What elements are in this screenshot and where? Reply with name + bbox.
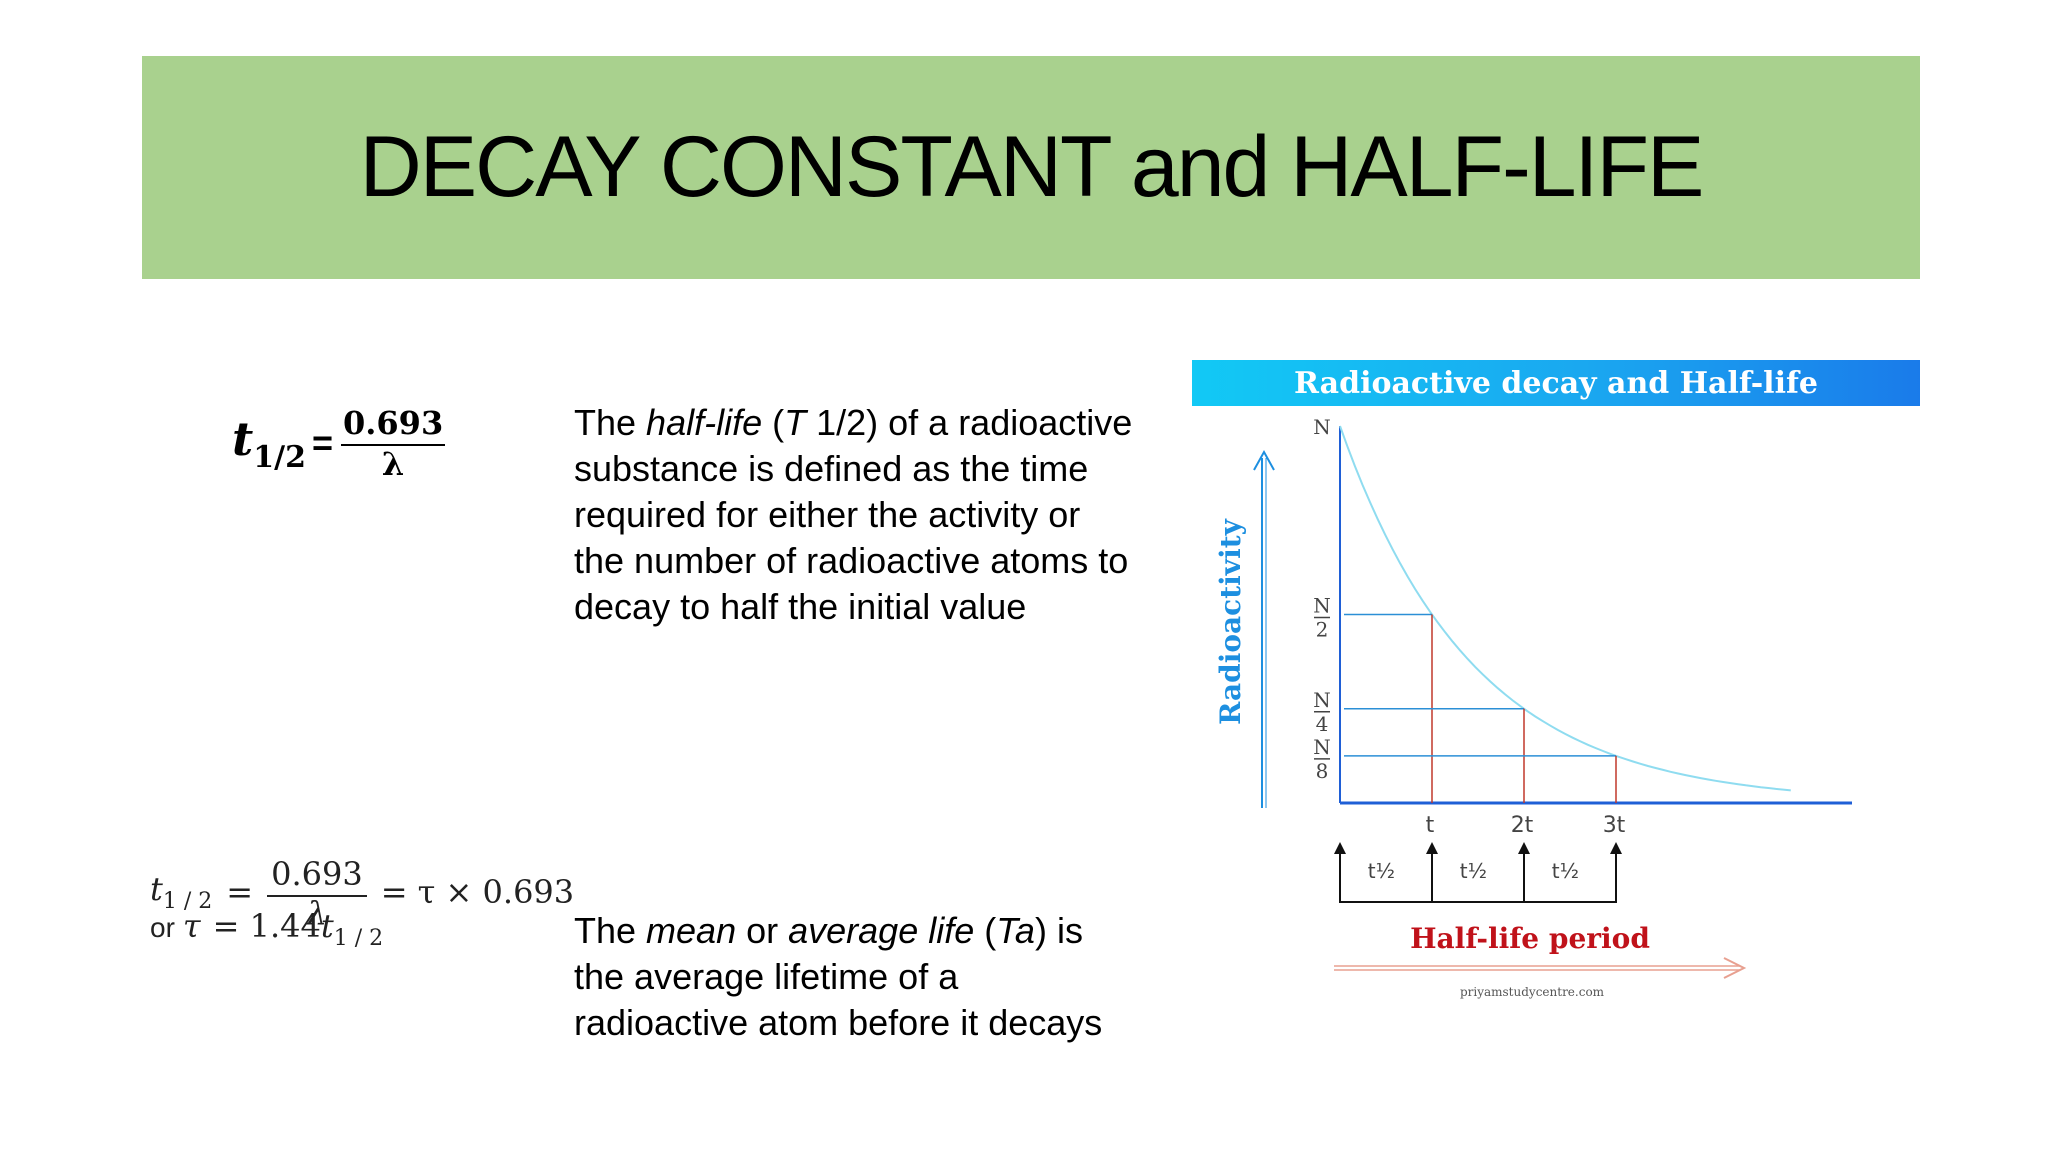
half-life-definition: The half-life (T 1/2) of a radioactive s… — [574, 402, 1133, 627]
formula-t: t1/2 — [232, 411, 306, 475]
formula-fraction: 0.693 λ — [341, 404, 446, 483]
y-tick-numerator: N — [1313, 735, 1331, 759]
formula2-denominator: λ — [306, 894, 328, 932]
x-axis-label: Half-life period — [1410, 922, 1650, 955]
formula2-tau: τ — [182, 907, 201, 945]
decay-curve — [1339, 425, 1791, 792]
source-credit: priyamstudycentre.com — [1460, 985, 1605, 999]
period-arrow-head — [1426, 842, 1438, 854]
period-label: t½ — [1460, 859, 1487, 883]
x-tick-label: 2t — [1511, 813, 1534, 838]
y-tick-denominator: 4 — [1316, 712, 1329, 736]
formula-subscript: 1/2 — [253, 439, 306, 475]
period-arrow-head — [1334, 842, 1346, 854]
decay-figure: Radioactivity N N 2 N 4 N 8 t 2t 3t t½ t½ t½ Half-life… — [1192, 360, 1920, 1000]
formula-numerator: 0.693 — [341, 404, 446, 446]
period-arrow-head-right — [1723, 957, 1747, 979]
formula2-t: t1 / 2 — [150, 870, 213, 914]
mean-life-formula: t1 / 2 = 0.693 λ = τ × 0.693 or τ = 1.44… — [150, 855, 574, 951]
formula2-equals: = — [226, 873, 254, 911]
y-tick-numerator: N — [1313, 594, 1331, 618]
period-label: t½ — [1552, 859, 1579, 883]
chart-title: Radioactive decay and Half-life — [1294, 365, 1818, 401]
y-tick-denominator: 8 — [1316, 759, 1329, 783]
formula2-fraction: 0.693 λ — [267, 855, 367, 929]
period-arrow-head — [1518, 842, 1530, 854]
formula-equals: = — [311, 422, 333, 463]
x-tick-label: 3t — [1603, 813, 1626, 838]
period-label: t½ — [1368, 859, 1395, 883]
period-arrow-head — [1610, 842, 1622, 854]
slide-title: DECAY CONSTANT and HALF-LIFE — [359, 119, 1705, 215]
formula2-rhs2: = 1.44 — [212, 907, 321, 945]
y-arrow-head — [1253, 449, 1275, 471]
y-axis-label: Radioactivity — [1214, 518, 1247, 725]
mean-life-definition: The mean or average life (Ta) is the ave… — [574, 910, 1103, 1043]
y-tick-numerator: N — [1313, 688, 1331, 712]
y-tick-label: N — [1313, 415, 1331, 439]
formula-denominator: λ — [381, 445, 405, 483]
formula2-rhs: = τ × 0.693 — [380, 873, 575, 911]
half-life-formula: t1/2 = 0.693 λ — [232, 404, 446, 483]
x-tick-label: t — [1426, 813, 1435, 838]
formula2-subscript2: 1 / 2 — [333, 926, 384, 951]
formula2-or: or — [150, 912, 175, 943]
y-tick-denominator: 2 — [1316, 618, 1329, 642]
figure-header: Radioactive decay and Half-life — [1192, 360, 1920, 406]
formula2-subscript: 1 / 2 — [162, 889, 213, 914]
title-bar: DECAY CONSTANT and HALF-LIFE — [142, 56, 1920, 279]
formula2-numerator: 0.693 — [267, 855, 367, 897]
formula2-t2: t1 / 2 — [320, 907, 384, 951]
